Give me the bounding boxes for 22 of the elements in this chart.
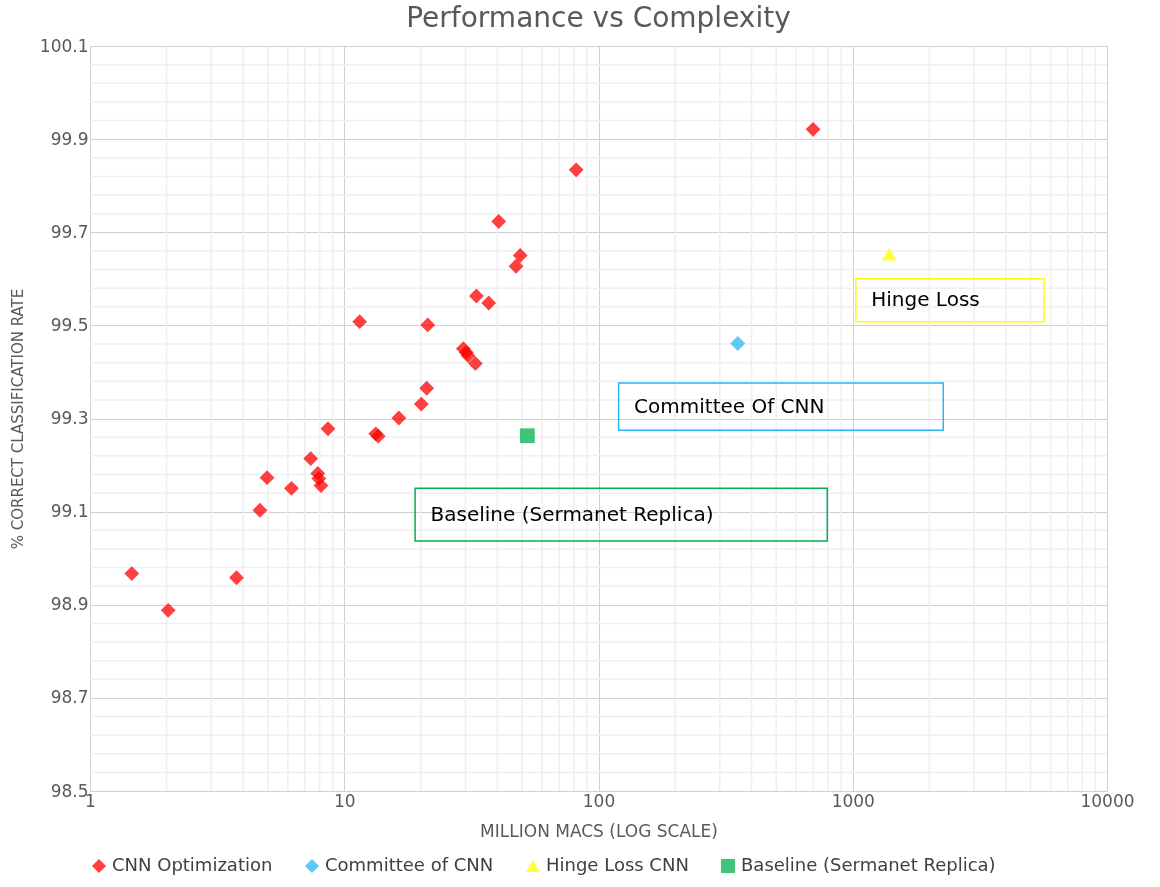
- y-tick-label: 99.1: [50, 501, 89, 522]
- y-tick-label: 99.7: [50, 221, 89, 242]
- x-tick-label: 100: [582, 790, 616, 811]
- x-tick-label: 1000: [831, 790, 875, 811]
- legend-label: Committee of CNN: [325, 854, 494, 875]
- legend-label: Baseline (Sermanet Replica): [741, 854, 996, 875]
- y-tick-label: 100.1: [39, 35, 89, 56]
- y-tick-label: 99.9: [50, 128, 89, 149]
- x-axis-title: MILLION MACS (LOG SCALE): [480, 820, 718, 841]
- y-axis-title: % CORRECT CLASSIFICATION RATE: [8, 288, 27, 550]
- y-tick-label: 99.5: [50, 314, 89, 335]
- x-tick-label: 10000: [1080, 790, 1135, 811]
- annotation: Committee Of CNN: [634, 393, 825, 418]
- y-tick-label: 98.9: [50, 594, 89, 615]
- annotation: Baseline (Sermanet Replica): [430, 501, 714, 526]
- chart-title: Performance vs Complexity: [406, 1, 791, 34]
- annotation: Hinge Loss: [871, 287, 980, 312]
- legend-label: CNN Optimization: [112, 854, 273, 875]
- y-tick-label: 98.7: [50, 687, 89, 708]
- y-tick-label: 99.3: [50, 408, 89, 428]
- legend-label: Hinge Loss CNN: [546, 854, 689, 875]
- x-tick-label: 10: [333, 790, 356, 811]
